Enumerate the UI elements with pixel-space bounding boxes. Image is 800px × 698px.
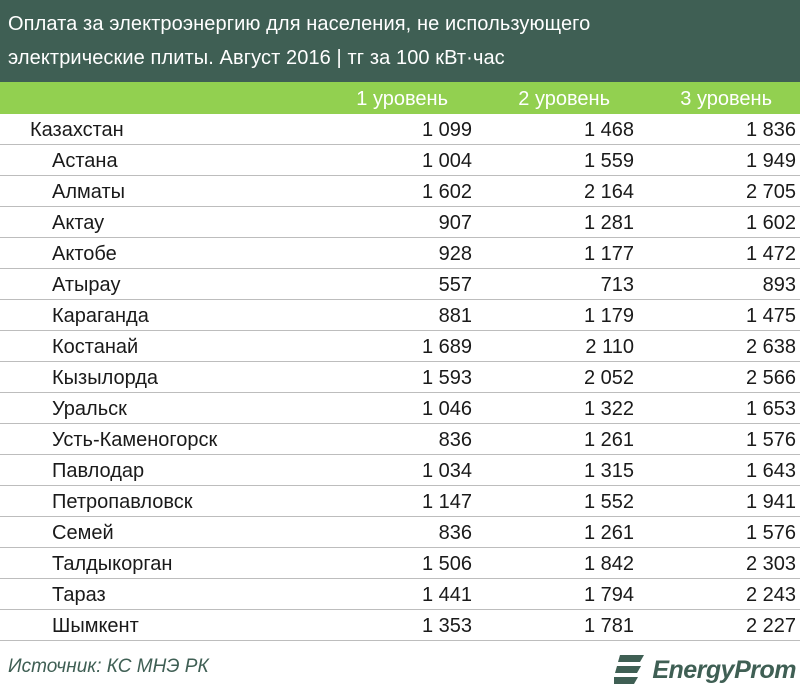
table-row: Кызылорда 1 593 2 052 2 566 xyxy=(0,362,800,393)
value-level-1: 836 xyxy=(438,429,472,451)
column-header-level-1: 1 уровень xyxy=(356,88,448,110)
value-level-1: 836 xyxy=(438,522,472,544)
row-name: Астана xyxy=(52,150,118,172)
title-line-2: электрические плиты. Август 2016 | тг за… xyxy=(8,47,505,69)
column-header-level-3: 3 уровень xyxy=(680,88,772,110)
table-row-total: Казахстан 1 099 1 468 1 836 xyxy=(0,114,800,145)
value-level-2: 1 261 xyxy=(583,429,634,451)
value-level-3: 2 705 xyxy=(745,181,796,203)
value-level-3: 1 653 xyxy=(745,398,796,420)
value-level-1: 1 099 xyxy=(421,119,472,141)
value-level-3: 1 602 xyxy=(745,212,796,234)
value-level-3: 1 576 xyxy=(745,522,796,544)
row-name: Казахстан xyxy=(30,119,124,141)
value-level-3: 1 472 xyxy=(745,243,796,265)
value-level-3: 1 949 xyxy=(745,150,796,172)
value-level-2: 1 552 xyxy=(583,491,634,513)
value-level-1: 1 593 xyxy=(421,367,472,389)
value-level-3: 2 566 xyxy=(745,367,796,389)
value-level-2: 2 110 xyxy=(585,336,634,358)
value-level-2: 1 261 xyxy=(583,522,634,544)
value-level-1: 1 353 xyxy=(421,615,472,637)
footer: Источник: КС МНЭ РК EnergyProm xyxy=(0,640,800,698)
row-name: Тараз xyxy=(52,584,106,606)
value-level-2: 1 559 xyxy=(583,150,634,172)
value-level-2: 1 322 xyxy=(583,398,634,420)
value-level-3: 1 576 xyxy=(745,429,796,451)
value-level-2: 1 179 xyxy=(583,305,634,327)
table-row: Атырау 557 713 893 xyxy=(0,269,800,300)
value-level-1: 1 689 xyxy=(421,336,472,358)
value-level-1: 1 506 xyxy=(421,553,472,575)
value-level-2: 1 177 xyxy=(583,243,634,265)
table-row: Астана 1 004 1 559 1 949 xyxy=(0,145,800,176)
row-name: Алматы xyxy=(52,181,125,203)
value-level-1: 1 602 xyxy=(421,181,472,203)
row-name: Актобе xyxy=(52,243,117,265)
table-row: Тараз 1 441 1 794 2 243 xyxy=(0,579,800,610)
value-level-3: 2 303 xyxy=(745,553,796,575)
value-level-1: 928 xyxy=(438,243,472,265)
value-level-1: 907 xyxy=(438,212,472,234)
value-level-1: 1 034 xyxy=(421,460,472,482)
row-name: Атырау xyxy=(52,274,121,296)
value-level-1: 557 xyxy=(438,274,472,296)
title-bar: Оплата за электроэнергию для населения, … xyxy=(0,0,800,82)
brand-logo: EnergyProm xyxy=(614,650,796,690)
value-level-3: 893 xyxy=(762,274,796,296)
row-name: Актау xyxy=(52,212,105,234)
value-level-3: 2 243 xyxy=(745,584,796,606)
energyprom-logo-icon xyxy=(614,655,645,684)
value-level-3: 1 643 xyxy=(745,460,796,482)
table-row: Усть-Каменогорск 836 1 261 1 576 xyxy=(0,424,800,455)
table-row: Петропавловск 1 147 1 552 1 941 xyxy=(0,486,800,517)
value-level-1: 1 147 xyxy=(421,491,472,513)
table-row: Актау 907 1 281 1 602 xyxy=(0,207,800,238)
value-level-2: 1 315 xyxy=(583,460,634,482)
value-level-3: 1 941 xyxy=(745,491,796,513)
table-row: Талдыкорган 1 506 1 842 2 303 xyxy=(0,548,800,579)
value-level-2: 1 781 xyxy=(583,615,634,637)
value-level-2: 1 842 xyxy=(583,553,634,575)
table-row: Семей 836 1 261 1 576 xyxy=(0,517,800,548)
logo-text: EnergyProm xyxy=(652,655,796,684)
value-level-3: 1 475 xyxy=(745,305,796,327)
table-row: Уральск 1 046 1 322 1 653 xyxy=(0,393,800,424)
value-level-3: 2 638 xyxy=(745,336,796,358)
row-name: Караганда xyxy=(52,305,149,327)
row-name: Шымкент xyxy=(52,615,139,637)
row-name: Костанай xyxy=(52,336,139,358)
row-name: Уральск xyxy=(52,398,127,420)
table-body: Казахстан 1 099 1 468 1 836 Астана 1 004 1 559… xyxy=(0,114,800,641)
value-level-2: 1 794 xyxy=(583,584,634,606)
source-note: Источник: КС МНЭ РК xyxy=(8,656,209,677)
row-name: Семей xyxy=(52,522,114,544)
value-level-2: 2 164 xyxy=(583,181,634,203)
table-row: Павлодар 1 034 1 315 1 643 xyxy=(0,455,800,486)
value-level-1: 1 004 xyxy=(421,150,472,172)
row-name: Талдыкорган xyxy=(52,553,173,575)
column-header-row: 1 уровень 2 уровень 3 уровень xyxy=(0,82,800,114)
row-name: Кызылорда xyxy=(52,367,159,389)
row-name: Павлодар xyxy=(52,460,145,482)
column-header-level-2: 2 уровень xyxy=(518,88,610,110)
value-level-2: 1 281 xyxy=(583,212,634,234)
value-level-3: 2 227 xyxy=(745,615,796,637)
title-line-1: Оплата за электроэнергию для населения, … xyxy=(8,13,591,35)
value-level-2: 2 052 xyxy=(583,367,634,389)
value-level-2: 713 xyxy=(600,274,634,296)
table-row: Караганда 881 1 179 1 475 xyxy=(0,300,800,331)
value-level-1: 881 xyxy=(438,305,472,327)
table-row: Актобе 928 1 177 1 472 xyxy=(0,238,800,269)
value-level-3: 1 836 xyxy=(745,119,796,141)
table-row: Шымкент 1 353 1 781 2 227 xyxy=(0,610,800,641)
row-name: Усть-Каменогорск xyxy=(52,429,218,451)
value-level-1: 1 441 xyxy=(421,584,472,606)
value-level-1: 1 046 xyxy=(421,398,472,420)
value-level-2: 1 468 xyxy=(583,119,634,141)
table-row: Алматы 1 602 2 164 2 705 xyxy=(0,176,800,207)
row-name: Петропавловск xyxy=(52,491,193,513)
table-row: Костанай 1 689 2 110 2 638 xyxy=(0,331,800,362)
